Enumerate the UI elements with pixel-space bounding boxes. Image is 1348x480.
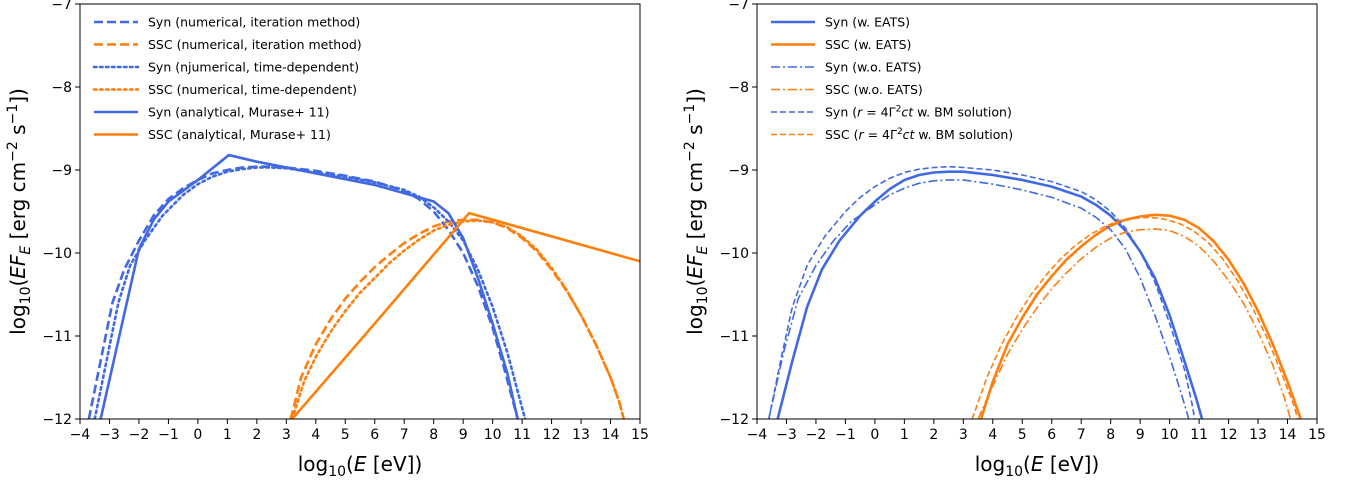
y-tick-label: −8 xyxy=(51,80,72,96)
y-tick-label: −11 xyxy=(42,329,72,345)
legend-label: SSC (w.o. EATS) xyxy=(825,82,923,97)
legend: Syn (numerical, iteration method) SSC (nu… xyxy=(92,15,362,142)
series-line-3 xyxy=(290,219,626,419)
y-tick-label: −12 xyxy=(719,412,749,428)
x-tick-label: −1 xyxy=(158,427,179,443)
series-lines xyxy=(87,153,640,419)
legend-label: Syn (w. EATS) xyxy=(825,15,910,30)
x-tick-label: 1 xyxy=(900,427,909,443)
x-tick-label: 5 xyxy=(341,427,350,443)
x-tick-label: 14 xyxy=(1279,427,1297,443)
legend-label: SSC (numerical, time-dependent) xyxy=(148,82,357,97)
x-tick-label: 7 xyxy=(1077,427,1086,443)
x-tick-label: 15 xyxy=(1308,427,1326,443)
x-tick-label: 4 xyxy=(311,427,320,443)
series-line-4 xyxy=(99,153,519,419)
x-tick-label: 8 xyxy=(429,427,438,443)
legend-label: Syn (r = 4Γ2ct w. BM solution) xyxy=(825,105,1012,120)
x-tick-label: 9 xyxy=(459,427,468,443)
x-tick-label: 8 xyxy=(1106,427,1115,443)
series-line-2 xyxy=(768,179,1190,419)
legend: Syn (w. EATS) SSC (w. EATS) Syn (w.o. EATS… xyxy=(771,15,1013,142)
series-line-5 xyxy=(971,216,1299,419)
plot-frame xyxy=(79,3,641,420)
x-tick-label: 15 xyxy=(631,427,649,443)
x-tick-label: 6 xyxy=(1047,427,1056,443)
y-tick-label: −10 xyxy=(42,246,72,262)
series-line-1 xyxy=(979,213,1303,419)
legend-label: Syn (analytical, Murase+ 11) xyxy=(148,105,329,120)
x-tick-label: 10 xyxy=(484,427,502,443)
series-line-4 xyxy=(768,165,1196,419)
legend-label: SSC (w. EATS) xyxy=(825,37,911,52)
legend-label: SSC (analytical, Murase+ 11) xyxy=(148,127,331,142)
x-axis-label: log10(E [eV]) xyxy=(975,452,1100,480)
x-tick-label: 13 xyxy=(572,427,590,443)
x-axis-label: log10(E [eV]) xyxy=(298,452,423,480)
right-chart-panel: −4 −3 −2 −1 0 1 2 3 4 5 6 7 8 9 10 11 12 13 14 15−12−11−10−… xyxy=(682,0,1326,480)
series-line-2 xyxy=(93,166,527,419)
x-tick-label: 2 xyxy=(929,427,938,443)
x-tick-label: 2 xyxy=(252,427,261,443)
series-line-5 xyxy=(291,211,640,419)
x-tick-label: 0 xyxy=(193,427,202,443)
x-tick-label: 9 xyxy=(1136,427,1145,443)
x-tick-label: 1 xyxy=(223,427,232,443)
x-tick-label: 5 xyxy=(1018,427,1027,443)
plot-frame xyxy=(756,3,1318,420)
x-tick-label: 12 xyxy=(1220,427,1238,443)
x-tick-label: −4 xyxy=(70,427,91,443)
legend-label: SSC (r = 4Γ2ct w. BM solution) xyxy=(825,127,1013,142)
left-chart-panel: −4 −3 −2 −1 0 1 2 3 4 5 6 7 8 9 10 11 12 13 14 15−12−11−10−… xyxy=(5,0,649,480)
x-tick-label: 3 xyxy=(282,427,291,443)
y-axis-label: log10(EFE [erg cm−2 s−1]) xyxy=(5,88,34,335)
legend-label: Syn (njumerical, time-dependent) xyxy=(148,60,359,75)
x-tick-label: 13 xyxy=(1249,427,1267,443)
x-tick-label: −2 xyxy=(129,427,150,443)
x-tick-label: 4 xyxy=(988,427,997,443)
y-tick-label: −12 xyxy=(42,412,72,428)
y-tick-label: −9 xyxy=(51,163,72,179)
y-tick-label: −7 xyxy=(728,0,749,13)
y-tick-label: −9 xyxy=(728,163,749,179)
x-tick-label: 3 xyxy=(959,427,968,443)
x-tick-label: 10 xyxy=(1161,427,1179,443)
legend-label: Syn (numerical, iteration method) xyxy=(148,15,360,30)
series-line-3 xyxy=(977,228,1292,419)
x-tick-label: 6 xyxy=(370,427,379,443)
legend-label: Syn (w.o. EATS) xyxy=(825,60,921,75)
x-tick-label: −4 xyxy=(747,427,768,443)
x-tick-label: −1 xyxy=(835,427,856,443)
x-tick-label: −2 xyxy=(806,427,827,443)
y-tick-label: −8 xyxy=(728,80,749,96)
x-tick-label: −3 xyxy=(776,427,797,443)
y-tick-label: −10 xyxy=(719,246,749,262)
y-tick-label: −7 xyxy=(51,0,72,13)
x-tick-label: 12 xyxy=(543,427,561,443)
legend-label: SSC (numerical, iteration method) xyxy=(148,37,362,52)
x-tick-label: 14 xyxy=(602,427,620,443)
x-tick-label: 11 xyxy=(513,427,531,443)
y-tick-label: −11 xyxy=(719,329,749,345)
x-tick-label: 0 xyxy=(870,427,879,443)
x-tick-label: 11 xyxy=(1190,427,1208,443)
x-tick-label: 7 xyxy=(400,427,409,443)
y-axis-label: log10(EFE [erg cm−2 s−1]) xyxy=(682,88,711,335)
series-lines xyxy=(768,165,1303,419)
x-tick-label: −3 xyxy=(99,427,120,443)
series-line-1 xyxy=(289,218,626,419)
series-line-0 xyxy=(776,170,1204,419)
